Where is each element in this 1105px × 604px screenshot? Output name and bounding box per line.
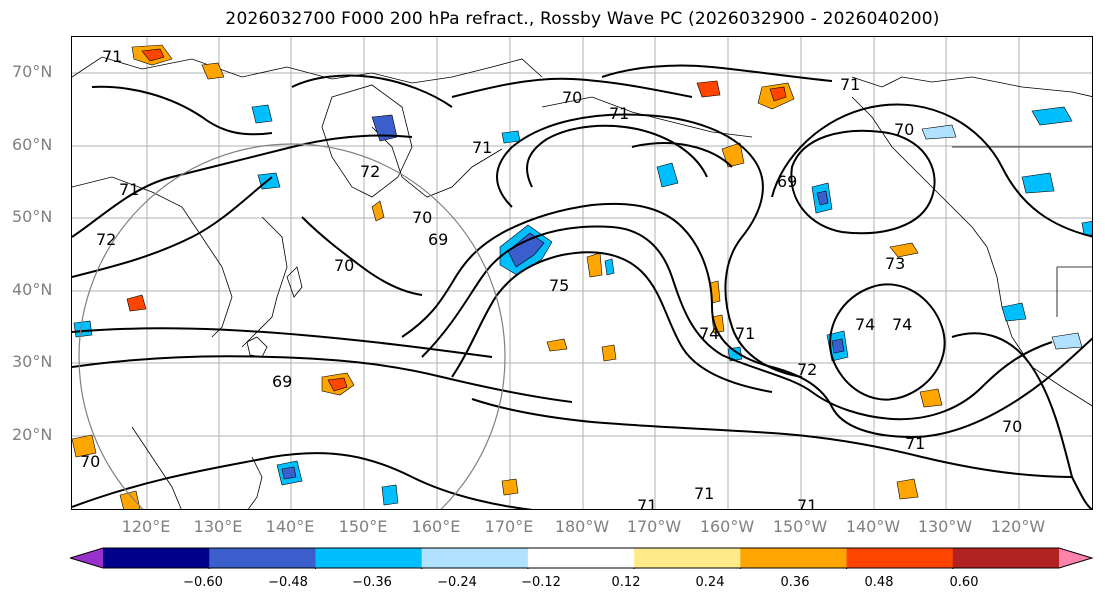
- longitude-label: 140°W: [845, 517, 901, 536]
- latitude-label: 50°N: [12, 207, 53, 226]
- contour-label: 70: [80, 452, 100, 471]
- map-panel: 71 70 71 71 70 72 70 69 71 72 70 69 75 7…: [71, 36, 1093, 510]
- contour-label: 72: [360, 162, 380, 181]
- colorbar-label: −0.36: [352, 575, 392, 590]
- coastlines: [72, 56, 1092, 509]
- colorbar-label: 0.60: [949, 575, 979, 590]
- colorbar-label: −0.24: [437, 575, 477, 590]
- contour-label: 70: [562, 88, 582, 107]
- contour-label: 70: [412, 208, 432, 227]
- contour-label: 70: [1002, 417, 1022, 436]
- colorbar-extend-low: [70, 548, 103, 568]
- reference-circle: [78, 143, 506, 509]
- latitude-label: 40°N: [12, 280, 53, 299]
- colorbar-label: 0.24: [695, 575, 725, 590]
- contour-label: 71: [609, 104, 629, 123]
- contour-label: 71: [694, 484, 714, 503]
- contour-label: 73: [885, 254, 905, 273]
- contour-label-group: 71 70 71 71 70 72 70 69 71 72 70 69 75 7…: [80, 47, 1022, 510]
- colorbar-label: −0.12: [521, 575, 561, 590]
- longitude-label: 140°E: [265, 517, 315, 536]
- colorbar-segment: [634, 548, 741, 568]
- longitude-label: 150°W: [772, 517, 828, 536]
- contour-label: 74: [855, 315, 875, 334]
- colorbar-segment: [315, 548, 423, 568]
- colorbar-label: 0.48: [864, 575, 894, 590]
- longitude-label: 170°W: [626, 517, 682, 536]
- colorbar-label: −0.60: [183, 575, 223, 590]
- contour-label: 72: [797, 360, 817, 379]
- longitude-label: 170°E: [484, 517, 534, 536]
- colorbar-segment: [952, 548, 1060, 568]
- longitude-label: 130°W: [917, 517, 973, 536]
- longitude-label: 180°W: [554, 517, 610, 536]
- colorbar-segment: [740, 548, 848, 568]
- contour-label: 69: [272, 372, 292, 391]
- graticule: [72, 37, 1092, 509]
- colorbar-segment: [527, 548, 635, 568]
- colorbar: [70, 547, 1094, 569]
- contour-label: 71: [102, 47, 122, 66]
- map-title: 2026032700 F000 200 hPa refract., Rossby…: [225, 9, 940, 29]
- contour-label: 69: [777, 172, 797, 191]
- contour-label: 71: [840, 75, 860, 94]
- longitude-label: 120°W: [990, 517, 1046, 536]
- colorbar-label: 0.36: [780, 575, 810, 590]
- contour-label: 69: [428, 230, 448, 249]
- contour-label: 71: [472, 138, 492, 157]
- contour-label: 71: [119, 180, 139, 199]
- anomaly-fills: [72, 44, 1092, 509]
- colorbar-label: 0.12: [611, 575, 641, 590]
- latitude-label: 30°N: [12, 352, 53, 371]
- refractivity-contours: [72, 64, 1092, 509]
- contour-label: 71: [905, 434, 925, 453]
- colorbar-label: −0.48: [268, 575, 308, 590]
- latitude-label: 20°N: [12, 425, 53, 444]
- longitude-label: 130°E: [193, 517, 243, 536]
- contour-label: 70: [334, 256, 354, 275]
- map-canvas: 71 70 71 71 70 72 70 69 71 72 70 69 75 7…: [72, 37, 1092, 510]
- longitude-label: 160°W: [699, 517, 755, 536]
- colorbar-outline: [70, 547, 1094, 569]
- contour-label: 71: [637, 496, 657, 510]
- contour-label: 74: [892, 315, 912, 334]
- colorbar-extend-high: [1059, 548, 1092, 568]
- longitude-label: 150°E: [338, 517, 388, 536]
- latitude-label: 70°N: [12, 62, 53, 81]
- longitude-label: 160°E: [411, 517, 461, 536]
- contour-label: 71: [735, 324, 755, 343]
- contour-label: 74: [699, 324, 719, 343]
- longitude-label: 120°E: [121, 517, 171, 536]
- contour-label: 75: [549, 276, 569, 295]
- colorbar-segment: [846, 548, 954, 568]
- contour-label: 71: [797, 496, 817, 510]
- colorbar-segments: [70, 548, 1092, 568]
- colorbar-segment: [103, 548, 210, 568]
- contour-label: 70: [894, 120, 914, 139]
- colorbar-segment: [209, 548, 316, 568]
- latitude-label: 60°N: [12, 135, 53, 154]
- colorbar-segment: [421, 548, 529, 568]
- contour-label: 72: [96, 230, 116, 249]
